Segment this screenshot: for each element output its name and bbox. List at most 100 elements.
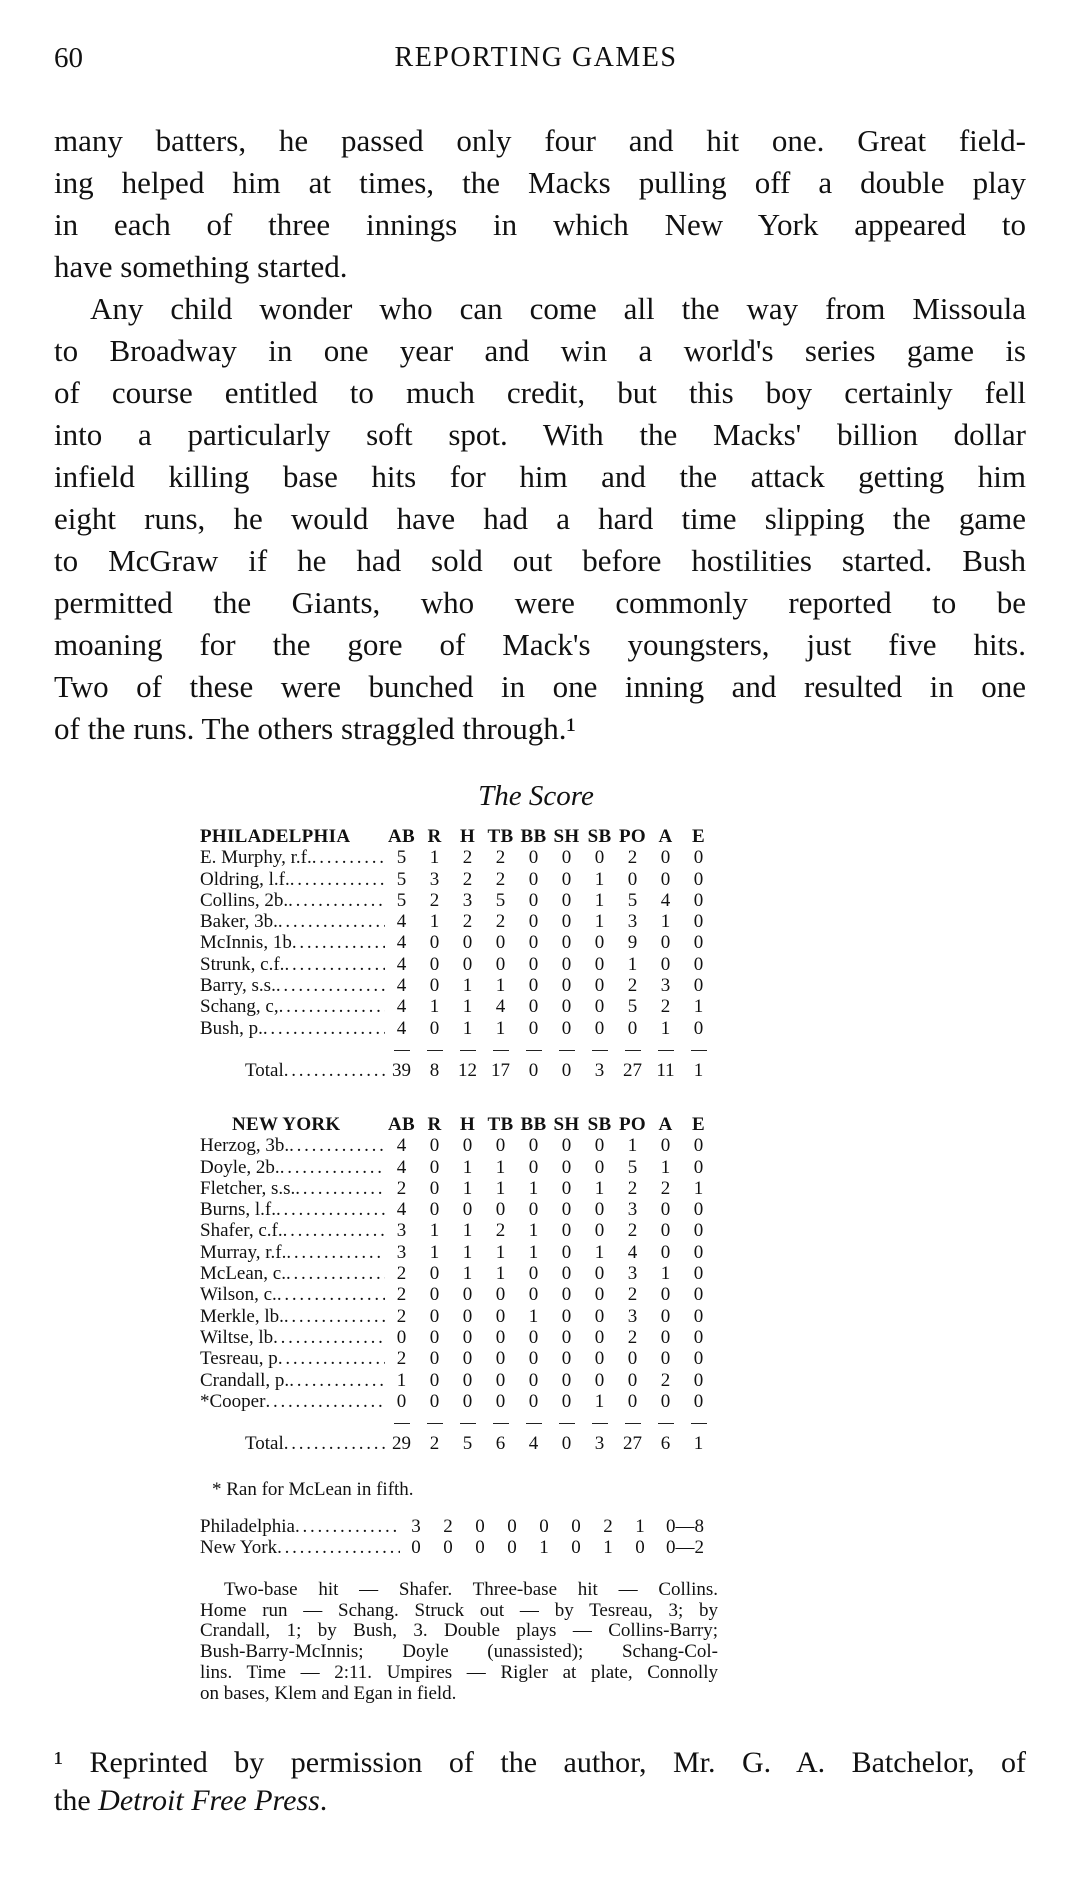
stat-cell: 1 xyxy=(660,1263,671,1285)
text-line: to McGraw if he had sold out before host… xyxy=(54,543,1026,578)
stat-cell: 0 xyxy=(495,1369,506,1391)
stat-cell: 0 xyxy=(561,1305,572,1327)
column-header: AB xyxy=(388,1114,415,1135)
column-header: E xyxy=(692,826,705,847)
dot-leader xyxy=(312,847,385,868)
stat-cell: 2 xyxy=(495,1220,506,1242)
rule-dash xyxy=(418,1412,451,1433)
footnote-line-1: ¹ Reprinted by permission of the author,… xyxy=(54,1746,1026,1779)
player-name: Bush, p. xyxy=(200,1017,263,1039)
dot-leader xyxy=(276,1199,385,1220)
dot-leader xyxy=(284,1306,385,1327)
inning-runs: 0 xyxy=(507,1537,517,1558)
stat-cell: 0 xyxy=(693,1220,704,1242)
rule-dash xyxy=(616,1039,649,1060)
stat-cell: 0 xyxy=(594,1263,605,1285)
column-header: A xyxy=(658,1114,673,1135)
total-cell: 39 xyxy=(392,1060,411,1082)
stat-cell: 0 xyxy=(627,1390,638,1412)
text-line: of course entitled to much credit, but t… xyxy=(54,375,1026,410)
stat-cell: 2 xyxy=(396,1177,407,1199)
stat-cell: 5 xyxy=(627,889,638,911)
stat-cell: 0 xyxy=(495,1305,506,1327)
stat-cell: 0 xyxy=(660,1348,671,1370)
stat-cell: 2 xyxy=(396,1284,407,1306)
stat-cell: 0 xyxy=(561,1177,572,1199)
stat-cell: 0 xyxy=(462,1390,473,1412)
player-name-cell: Oldring, l.f. xyxy=(200,869,385,890)
stat-cell: 2 xyxy=(396,1348,407,1370)
stat-cell: 0 xyxy=(429,953,440,975)
stat-cell: 0 xyxy=(528,1326,539,1348)
player-name: Murray, r.f. xyxy=(200,1241,287,1263)
stat-cell: 0 xyxy=(594,953,605,975)
team-name: PHILADELPHIA xyxy=(200,826,351,847)
stat-cell: 0 xyxy=(495,1390,506,1412)
player-name: Herzog, 3b. xyxy=(200,1135,290,1157)
total-label-cell: Total xyxy=(200,1433,385,1454)
total-cell: 17 xyxy=(491,1060,510,1082)
stat-cell: 0 xyxy=(528,889,539,911)
total-cell: 27 xyxy=(623,1433,642,1455)
stat-cell: 0 xyxy=(429,1199,440,1221)
stat-cell: 1 xyxy=(594,1390,605,1412)
stat-cell: 1 xyxy=(594,868,605,890)
text-line: Any child wonder who can come all the wa… xyxy=(90,291,1026,326)
stat-cell: 0 xyxy=(693,868,704,890)
note-line: Bush-Barry-McInnis; Doyle (unassisted); … xyxy=(200,1641,718,1663)
stat-cell: 4 xyxy=(396,932,407,954)
inning-runs: 0 xyxy=(666,1537,676,1558)
stat-cell: 0 xyxy=(660,1390,671,1412)
stat-cell: 2 xyxy=(462,868,473,890)
note-line: on bases, Klem and Egan in field. xyxy=(200,1682,457,1704)
total-cell: 3 xyxy=(594,1433,605,1455)
total-label: Total xyxy=(245,1433,284,1455)
stat-cell: 4 xyxy=(660,889,671,911)
total-cell: 1 xyxy=(693,1060,704,1082)
dot-leader xyxy=(290,869,385,890)
dot-leader xyxy=(284,954,385,975)
stat-cell: 0 xyxy=(561,1326,572,1348)
dot-leader xyxy=(289,1370,385,1391)
stat-cell: 0 xyxy=(495,953,506,975)
column-header: SH xyxy=(553,826,580,847)
stat-cell: 0 xyxy=(462,1135,473,1157)
stat-cell: 0 xyxy=(693,911,704,933)
stat-cell: 0 xyxy=(561,953,572,975)
stat-cell: 0 xyxy=(429,1017,440,1039)
dot-leader xyxy=(288,890,385,911)
player-name: Strunk, c.f. xyxy=(200,953,285,975)
stat-cell: 0 xyxy=(693,1284,704,1306)
player-name-cell: Murray, r.f. xyxy=(200,1242,385,1263)
player-name: Doyle, 2b. xyxy=(200,1156,280,1178)
inning-runs: 1 xyxy=(539,1537,549,1558)
column-header: R xyxy=(427,1114,442,1135)
stat-cell: 0 xyxy=(627,868,638,890)
total-row: Total292564032761 xyxy=(200,1433,715,1454)
stat-cell: 0 xyxy=(429,975,440,997)
inning-runs: 1 xyxy=(603,1537,613,1558)
stat-cell: 2 xyxy=(660,996,671,1018)
stat-cell: 0 xyxy=(660,1199,671,1221)
stat-cell: 2 xyxy=(495,847,506,869)
dot-leader xyxy=(286,1242,385,1263)
stat-cell: 3 xyxy=(462,889,473,911)
dot-leader xyxy=(278,1348,385,1369)
stat-cell: 0 xyxy=(594,1348,605,1370)
stat-cell: 0 xyxy=(561,1390,572,1412)
player-name-cell: Bush, p. xyxy=(200,1018,385,1039)
stat-cell: 0 xyxy=(693,953,704,975)
stat-cell: 0 xyxy=(528,1348,539,1370)
stat-cell: 1 xyxy=(660,911,671,933)
stat-cell: 0 xyxy=(561,1348,572,1370)
stat-cell: 3 xyxy=(660,975,671,997)
player-name-cell: Barry, s.s. xyxy=(200,975,385,996)
stat-cell: 1 xyxy=(462,1220,473,1242)
team-name: NEW YORK xyxy=(232,1114,341,1135)
player-name: Wilson, c. xyxy=(200,1284,277,1306)
